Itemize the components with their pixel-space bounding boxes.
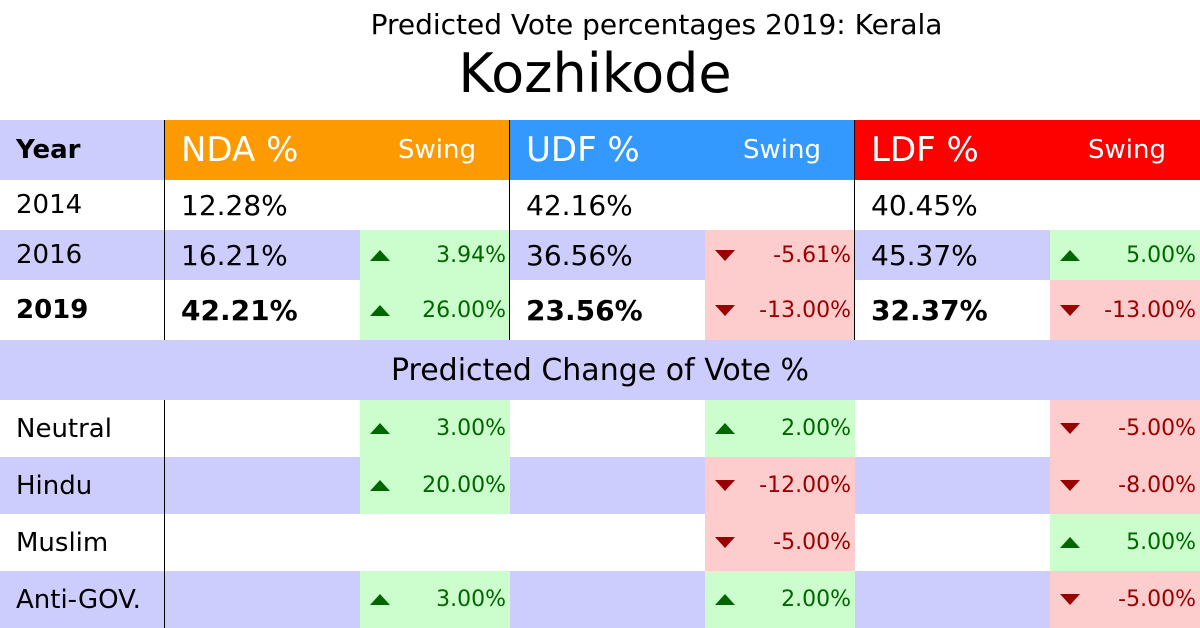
subtitle: Predicted Vote percentages 2019: Kerala	[370, 8, 943, 41]
group-label: Neutral	[16, 413, 112, 444]
udf-change-cell: -5.00%	[705, 514, 855, 571]
nda-change-value: 20.00%	[422, 473, 506, 498]
header-udf: UDF %	[510, 120, 855, 180]
group-label: Anti-GOV.	[16, 584, 141, 615]
nda-value: 16.21%	[181, 238, 288, 272]
ldf-change-cell: -8.00%	[1050, 457, 1200, 514]
constituency-title: Kozhikode	[458, 42, 732, 105]
up-arrow-icon	[370, 423, 390, 434]
group-label: Muslim	[16, 527, 109, 558]
udf-swing-value: -13.00%	[759, 297, 851, 323]
up-arrow-icon	[715, 423, 735, 434]
ldf-swing-cell: -13.00%	[1050, 280, 1200, 340]
year-label: 2019	[16, 295, 89, 325]
header-ldf-swing: Swing	[1088, 135, 1166, 165]
udf-change-value: -12.00%	[759, 473, 851, 498]
udf-value: 42.16%	[526, 188, 633, 222]
nda-swing-value: 26.00%	[422, 297, 506, 323]
nda-change-cell: 3.00%	[360, 571, 510, 628]
nda-change-cell: 3.00%	[360, 400, 510, 457]
ldf-change-value: -5.00%	[1118, 587, 1196, 612]
down-arrow-icon	[715, 249, 735, 261]
udf-change-value: 2.00%	[781, 587, 851, 612]
change-row: Muslim -5.00% 5.00%	[0, 514, 1200, 571]
nda-change-value: 3.00%	[436, 587, 506, 612]
ldf-swing-value: 5.00%	[1126, 242, 1196, 268]
header-nda: NDA %	[165, 120, 510, 180]
ldf-change-value: -5.00%	[1118, 416, 1196, 441]
up-arrow-icon	[1060, 537, 1080, 548]
up-arrow-icon	[370, 249, 390, 261]
udf-swing-value: -5.61%	[773, 242, 851, 268]
year-label: 2014	[16, 190, 83, 220]
udf-change-cell: -12.00%	[705, 457, 855, 514]
nda-value: 42.21%	[181, 293, 298, 327]
column-divider	[164, 400, 165, 628]
change-row: Hindu 20.00% -12.00% -8.00%	[0, 457, 1200, 514]
header-year: Year	[0, 120, 165, 180]
year-row: 2014 12.28% 42.16% 40.45%	[0, 180, 1200, 230]
ldf-value: 32.37%	[871, 293, 988, 327]
down-arrow-icon	[1060, 304, 1080, 316]
down-arrow-icon	[1060, 423, 1080, 434]
ldf-change-cell: -5.00%	[1050, 571, 1200, 628]
ldf-value: 45.37%	[871, 238, 978, 272]
change-row: Neutral 3.00% 2.00% -5.00%	[0, 400, 1200, 457]
nda-change-value: 3.00%	[436, 416, 506, 441]
udf-change-cell: 2.00%	[705, 400, 855, 457]
ldf-swing-value: -13.00%	[1104, 297, 1196, 323]
vote-table: Year NDA % Swing UDF % Swing LDF % Swing…	[0, 120, 1200, 628]
nda-swing-cell: 3.94%	[360, 230, 510, 280]
header-row: Year NDA % Swing UDF % Swing LDF % Swing	[0, 120, 1200, 180]
year-row: 2016 16.21% 3.94% 36.56% -5.61% 45.37% 5…	[0, 230, 1200, 280]
down-arrow-icon	[715, 304, 735, 316]
column-divider	[164, 120, 165, 340]
year-row: 2019 42.21% 26.00% 23.56% -13.00% 32.37%…	[0, 280, 1200, 340]
nda-swing-cell: 26.00%	[360, 280, 510, 340]
section-title: Predicted Change of Vote %	[0, 340, 1200, 400]
nda-value: 12.28%	[181, 188, 288, 222]
header-nda-swing: Swing	[398, 135, 476, 165]
udf-value: 36.56%	[526, 238, 633, 272]
up-arrow-icon	[370, 304, 390, 316]
ldf-change-value: -8.00%	[1118, 473, 1196, 498]
change-row: Anti-GOV. 3.00% 2.00% -5.00%	[0, 571, 1200, 628]
ldf-change-cell: 5.00%	[1050, 514, 1200, 571]
udf-swing-cell: -5.61%	[705, 230, 855, 280]
year-label: 2016	[16, 240, 83, 270]
column-divider	[854, 120, 855, 340]
down-arrow-icon	[1060, 480, 1080, 491]
udf-change-value: 2.00%	[781, 416, 851, 441]
header-ldf: LDF %	[855, 120, 1200, 180]
up-arrow-icon	[370, 480, 390, 491]
udf-change-cell: 2.00%	[705, 571, 855, 628]
down-arrow-icon	[715, 480, 735, 491]
header-udf-swing: Swing	[743, 135, 821, 165]
udf-swing-cell: -13.00%	[705, 280, 855, 340]
group-label: Hindu	[16, 470, 93, 501]
ldf-change-cell: -5.00%	[1050, 400, 1200, 457]
up-arrow-icon	[715, 594, 735, 605]
ldf-change-value: 5.00%	[1126, 530, 1196, 555]
udf-value: 23.56%	[526, 293, 643, 327]
down-arrow-icon	[1060, 594, 1080, 605]
udf-change-value: -5.00%	[773, 530, 851, 555]
down-arrow-icon	[715, 537, 735, 548]
column-divider	[509, 120, 510, 340]
ldf-swing-cell: 5.00%	[1050, 230, 1200, 280]
up-arrow-icon	[1060, 249, 1080, 261]
ldf-value: 40.45%	[871, 188, 978, 222]
nda-change-cell: 20.00%	[360, 457, 510, 514]
nda-swing-value: 3.94%	[436, 242, 506, 268]
up-arrow-icon	[370, 594, 390, 605]
